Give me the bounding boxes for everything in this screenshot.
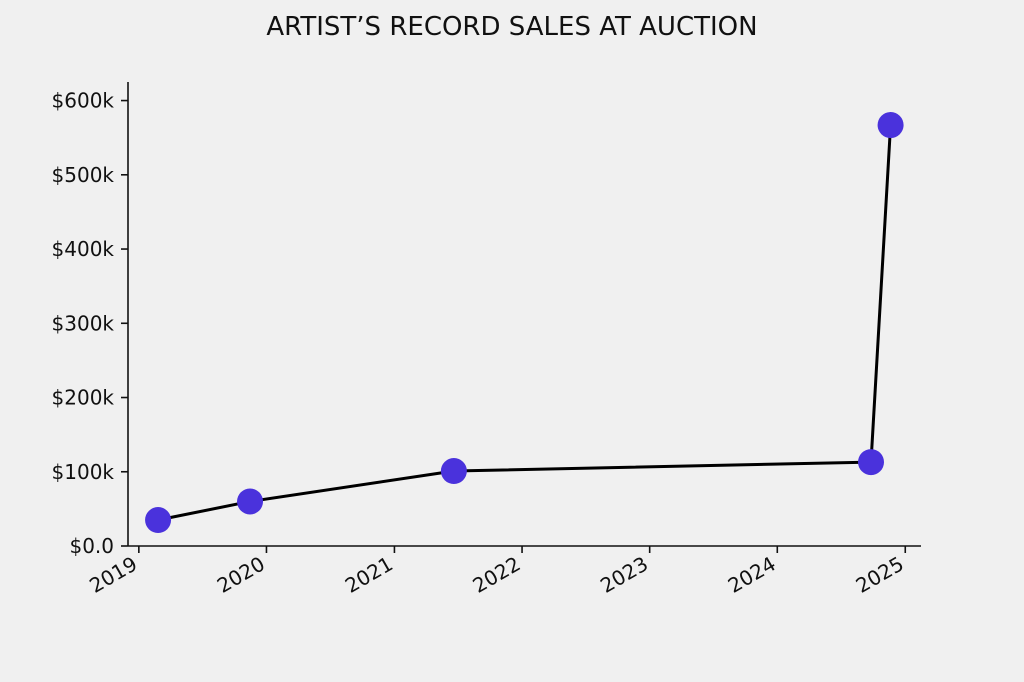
- x-tick-label: 2025: [852, 552, 908, 598]
- x-tick-label: 2023: [596, 552, 652, 598]
- data-point: [145, 507, 172, 534]
- x-tick-label: 2024: [724, 552, 780, 598]
- x-tick-label: 2021: [341, 552, 397, 598]
- data-point: [858, 449, 885, 476]
- y-tick-label: $0.0: [69, 534, 114, 558]
- data-point: [440, 458, 467, 485]
- x-tick-label: 2019: [85, 552, 141, 598]
- y-tick-label: $600k: [52, 89, 115, 113]
- y-tick-label: $400k: [52, 237, 115, 261]
- series-line: [157, 124, 893, 522]
- x-tick-label: 2020: [213, 552, 269, 598]
- data-point: [877, 112, 904, 139]
- data-point: [237, 488, 264, 515]
- y-tick-label: $500k: [52, 163, 115, 187]
- x-tick-label: 2022: [468, 552, 524, 598]
- y-tick-label: $300k: [52, 311, 115, 335]
- plot-area: [145, 112, 904, 534]
- axes: $0.0 $100k $200k $300k $400k $500k $600k 2019 20…: [52, 82, 921, 598]
- y-tick-label: $200k: [52, 386, 115, 410]
- chart-title: ARTIST’S RECORD SALES AT AUCTION: [266, 12, 757, 42]
- y-tick-label: $100k: [52, 460, 115, 484]
